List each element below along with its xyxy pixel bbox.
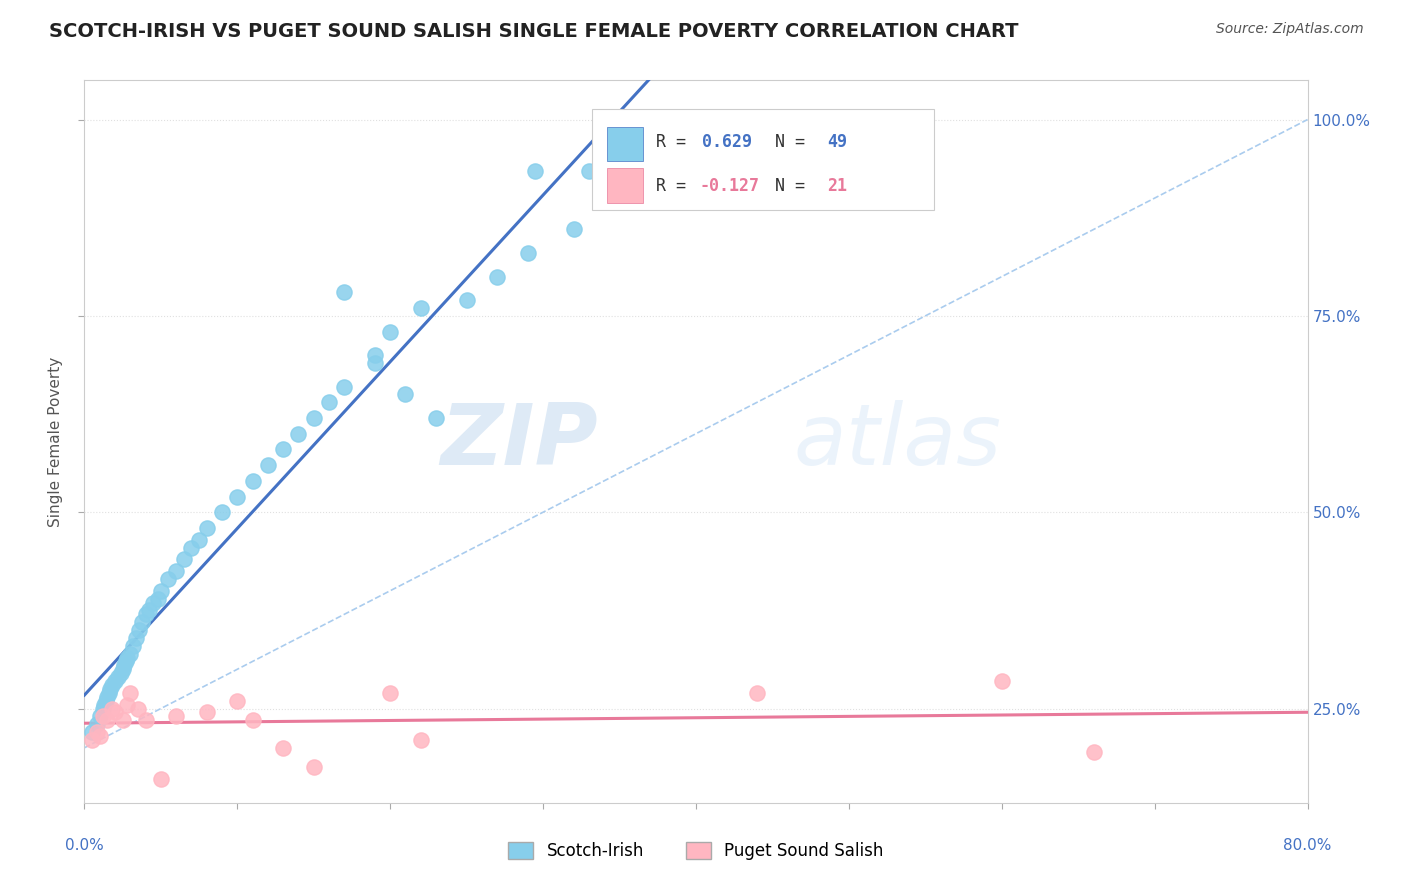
Point — [149, 583, 172, 598]
Point — [271, 740, 294, 755]
Point — [101, 701, 124, 715]
Point — [1083, 745, 1105, 759]
Point — [96, 690, 118, 704]
Point — [242, 474, 264, 488]
Y-axis label: Single Female Poverty: Single Female Poverty — [48, 357, 63, 526]
Text: atlas: atlas — [794, 400, 1002, 483]
Point — [104, 706, 127, 720]
Text: R =: R = — [655, 178, 696, 195]
Point — [111, 714, 134, 728]
Point — [115, 650, 138, 665]
Text: 80.0%: 80.0% — [1284, 838, 1331, 853]
Point — [138, 603, 160, 617]
Point — [302, 760, 325, 774]
Point — [394, 387, 416, 401]
Text: 0.0%: 0.0% — [65, 838, 104, 853]
Point — [562, 222, 585, 236]
Text: ZIP: ZIP — [440, 400, 598, 483]
Point — [257, 458, 280, 472]
Legend: Scotch-Irish, Puget Sound Salish: Scotch-Irish, Puget Sound Salish — [502, 835, 890, 867]
Point — [93, 698, 115, 712]
Point — [114, 655, 136, 669]
Point — [89, 729, 111, 743]
Point — [94, 694, 117, 708]
Point — [157, 572, 180, 586]
Point — [120, 647, 142, 661]
Point — [380, 325, 402, 339]
Point — [165, 709, 187, 723]
Point — [226, 490, 249, 504]
Point — [131, 615, 153, 630]
Point — [91, 701, 114, 715]
Point — [380, 686, 402, 700]
Point — [195, 521, 218, 535]
Point — [409, 733, 432, 747]
Point — [86, 725, 108, 739]
Text: N =: N = — [776, 178, 815, 195]
Point — [318, 395, 340, 409]
Point — [173, 552, 195, 566]
Point — [242, 714, 264, 728]
Point — [142, 595, 165, 609]
Point — [271, 442, 294, 457]
Point — [91, 709, 114, 723]
Text: 49: 49 — [827, 133, 846, 151]
Point — [115, 698, 138, 712]
Point — [112, 658, 135, 673]
Point — [122, 639, 145, 653]
Point — [110, 666, 132, 681]
Point — [302, 411, 325, 425]
Text: 0.629: 0.629 — [702, 133, 752, 151]
Point — [89, 709, 111, 723]
Point — [104, 674, 127, 689]
Text: R =: R = — [655, 133, 696, 151]
Point — [135, 607, 157, 622]
Text: 21: 21 — [827, 178, 846, 195]
FancyBboxPatch shape — [606, 127, 644, 161]
Point — [120, 686, 142, 700]
Point — [226, 694, 249, 708]
Point — [486, 269, 509, 284]
Point — [98, 681, 121, 696]
Point — [96, 714, 118, 728]
Point — [456, 293, 478, 308]
Text: N =: N = — [776, 133, 815, 151]
Point — [425, 411, 447, 425]
Text: -0.127: -0.127 — [700, 178, 759, 195]
Point — [149, 772, 172, 787]
Point — [578, 163, 600, 178]
Point — [188, 533, 211, 547]
FancyBboxPatch shape — [592, 109, 935, 211]
Point — [125, 631, 148, 645]
Point — [180, 541, 202, 555]
Point — [111, 662, 134, 676]
Point — [524, 163, 547, 178]
Point — [135, 714, 157, 728]
Point — [127, 701, 149, 715]
Text: SCOTCH-IRISH VS PUGET SOUND SALISH SINGLE FEMALE POVERTY CORRELATION CHART: SCOTCH-IRISH VS PUGET SOUND SALISH SINGL… — [49, 22, 1019, 41]
Point — [211, 505, 233, 519]
Point — [165, 564, 187, 578]
Point — [80, 725, 103, 739]
Point — [101, 678, 124, 692]
Point — [86, 717, 108, 731]
Point — [80, 733, 103, 747]
Point — [747, 686, 769, 700]
Point — [107, 670, 129, 684]
Point — [333, 379, 356, 393]
Point — [287, 426, 309, 441]
Point — [364, 348, 387, 362]
Point — [364, 356, 387, 370]
Text: Source: ZipAtlas.com: Source: ZipAtlas.com — [1216, 22, 1364, 37]
Point — [991, 674, 1014, 689]
Point — [333, 285, 356, 300]
Point — [146, 591, 169, 606]
Point — [409, 301, 432, 315]
Point — [195, 706, 218, 720]
Point — [97, 686, 120, 700]
FancyBboxPatch shape — [606, 169, 644, 203]
Point — [516, 246, 538, 260]
Point — [128, 623, 150, 637]
